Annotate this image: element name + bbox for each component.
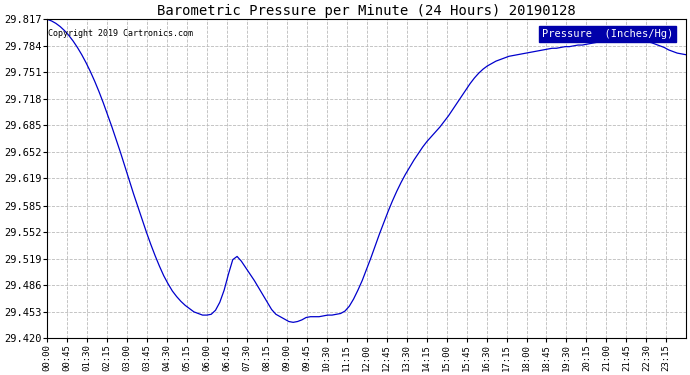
Text: Pressure  (Inches/Hg): Pressure (Inches/Hg): [542, 29, 673, 39]
Title: Barometric Pressure per Minute (24 Hours) 20190128: Barometric Pressure per Minute (24 Hours…: [157, 4, 576, 18]
Text: Copyright 2019 Cartronics.com: Copyright 2019 Cartronics.com: [48, 29, 193, 38]
